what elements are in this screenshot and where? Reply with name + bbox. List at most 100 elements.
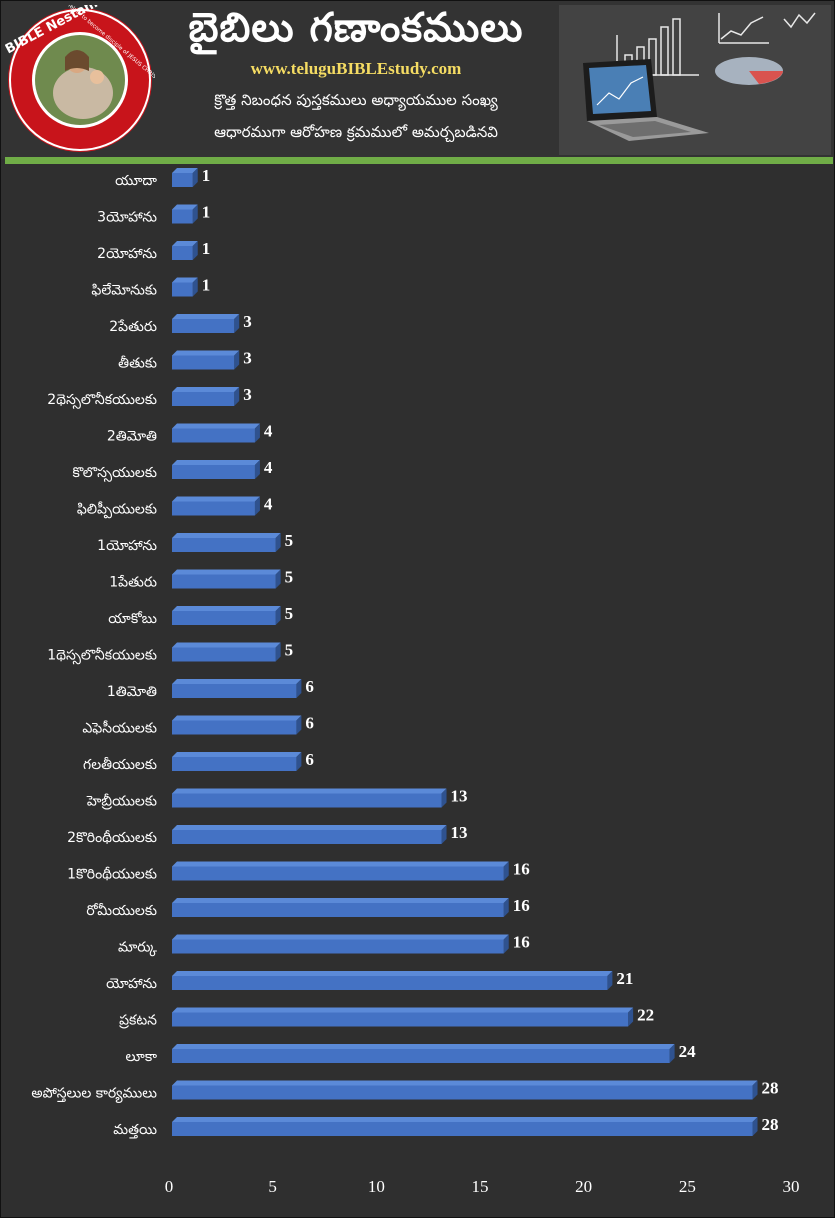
- bar: [172, 168, 198, 187]
- bar-front: [172, 684, 297, 698]
- x-tick-label: 20: [575, 1177, 592, 1196]
- category-label: 1తిమోతి: [107, 684, 157, 700]
- bar-side: [234, 387, 240, 406]
- category-label: అపోస్తలుల కార్యములు: [31, 1086, 157, 1104]
- value-label: 28: [762, 1079, 779, 1098]
- bar-front: [172, 903, 504, 917]
- bar-side: [752, 1117, 758, 1136]
- bar-side: [503, 898, 509, 917]
- bar: [172, 934, 509, 954]
- value-label: 5: [285, 531, 294, 550]
- bar-side: [607, 971, 613, 990]
- bar-front: [172, 501, 255, 516]
- category-label: 2థెస్సలొనీకయులకు: [47, 392, 157, 409]
- category-label: కొలొస్సయులకు: [72, 465, 157, 482]
- website-url: www.teluguBIBLEstudy.com: [250, 59, 462, 78]
- bar: [172, 1080, 758, 1100]
- bar: [172, 861, 509, 881]
- page-title: బైబిలు గణాంకములు: [188, 5, 524, 51]
- bar-front: [172, 1122, 753, 1136]
- bar-front: [172, 976, 608, 990]
- bar-front: [172, 1012, 629, 1027]
- value-label: 3: [243, 312, 252, 331]
- bar-top: [172, 606, 281, 611]
- bar-front: [172, 282, 193, 297]
- bar-top: [172, 168, 198, 173]
- bar: [172, 642, 281, 662]
- value-label: 6: [305, 677, 314, 696]
- bar: [172, 788, 447, 808]
- value-label: 28: [762, 1115, 779, 1134]
- bar-top: [172, 715, 302, 721]
- bar-side: [275, 642, 281, 662]
- value-label: 16: [513, 896, 530, 915]
- bar-top: [172, 533, 281, 538]
- value-label: 16: [513, 860, 530, 879]
- bar-side: [752, 1080, 758, 1100]
- value-label: 1: [202, 276, 211, 295]
- bar-top: [172, 387, 240, 392]
- bar-top: [172, 1007, 634, 1013]
- bar: [172, 314, 240, 333]
- bar-front: [172, 428, 255, 443]
- bar-top: [172, 679, 302, 684]
- bar-side: [296, 679, 302, 698]
- bar: [172, 277, 198, 297]
- category-label: యూదా: [115, 173, 157, 189]
- bar: [172, 350, 240, 370]
- bible-nestam-logo: BIBLE Nestam Helper to become disciple o…: [5, 5, 155, 152]
- bar-top: [172, 204, 198, 210]
- bar: [172, 569, 281, 589]
- value-label: 21: [616, 969, 633, 988]
- bar-side: [234, 314, 240, 333]
- bar: [172, 387, 240, 406]
- category-label: ఫిలిప్పీయులకు: [77, 501, 157, 519]
- bar-side: [628, 1007, 634, 1027]
- bar-top: [172, 1080, 758, 1086]
- category-label: 2కొరింథీయులకు: [67, 830, 157, 846]
- bar-top: [172, 934, 509, 940]
- bar: [172, 825, 447, 844]
- bar-front: [172, 1085, 753, 1100]
- bar-front: [172, 574, 276, 589]
- value-label: 13: [451, 787, 468, 806]
- bar-side: [254, 460, 260, 479]
- bar-side: [254, 423, 260, 443]
- laptop-charts-illustration: [559, 5, 831, 155]
- bar-front: [172, 611, 276, 625]
- bar-top: [172, 752, 302, 757]
- bar-top: [172, 861, 509, 867]
- value-label: 3: [243, 385, 252, 404]
- bar-front: [172, 538, 276, 552]
- category-label: గలతీయులకు: [83, 757, 157, 773]
- bar-top: [172, 971, 613, 976]
- value-label: 5: [285, 568, 294, 587]
- x-tick-label: 15: [472, 1177, 489, 1196]
- bar-top: [172, 277, 198, 283]
- bar-top: [172, 496, 260, 502]
- bar: [172, 1044, 675, 1063]
- bar-side: [275, 533, 281, 552]
- bar-front: [172, 355, 235, 370]
- bar-front: [172, 866, 504, 881]
- bar-top: [172, 1117, 758, 1122]
- category-label: 1యోహాను: [97, 538, 157, 554]
- category-label: 1పేతురు: [109, 575, 157, 591]
- category-label: తీతుకు: [118, 356, 157, 372]
- value-label: 1: [202, 203, 211, 222]
- bar: [172, 204, 198, 224]
- bar: [172, 1117, 758, 1136]
- bar-side: [275, 569, 281, 589]
- bar-front: [172, 246, 193, 260]
- bar-side: [669, 1044, 675, 1063]
- bar: [172, 898, 509, 917]
- category-label: 1కొరింథీయులకు: [67, 867, 157, 883]
- category-label: లూకా: [125, 1049, 157, 1065]
- bar-front: [172, 830, 442, 844]
- value-label: 16: [513, 933, 530, 952]
- category-label: రోమీయులకు: [86, 903, 157, 919]
- category-label: 2యోహాను: [97, 246, 157, 262]
- bar: [172, 715, 302, 735]
- bar-top: [172, 898, 509, 903]
